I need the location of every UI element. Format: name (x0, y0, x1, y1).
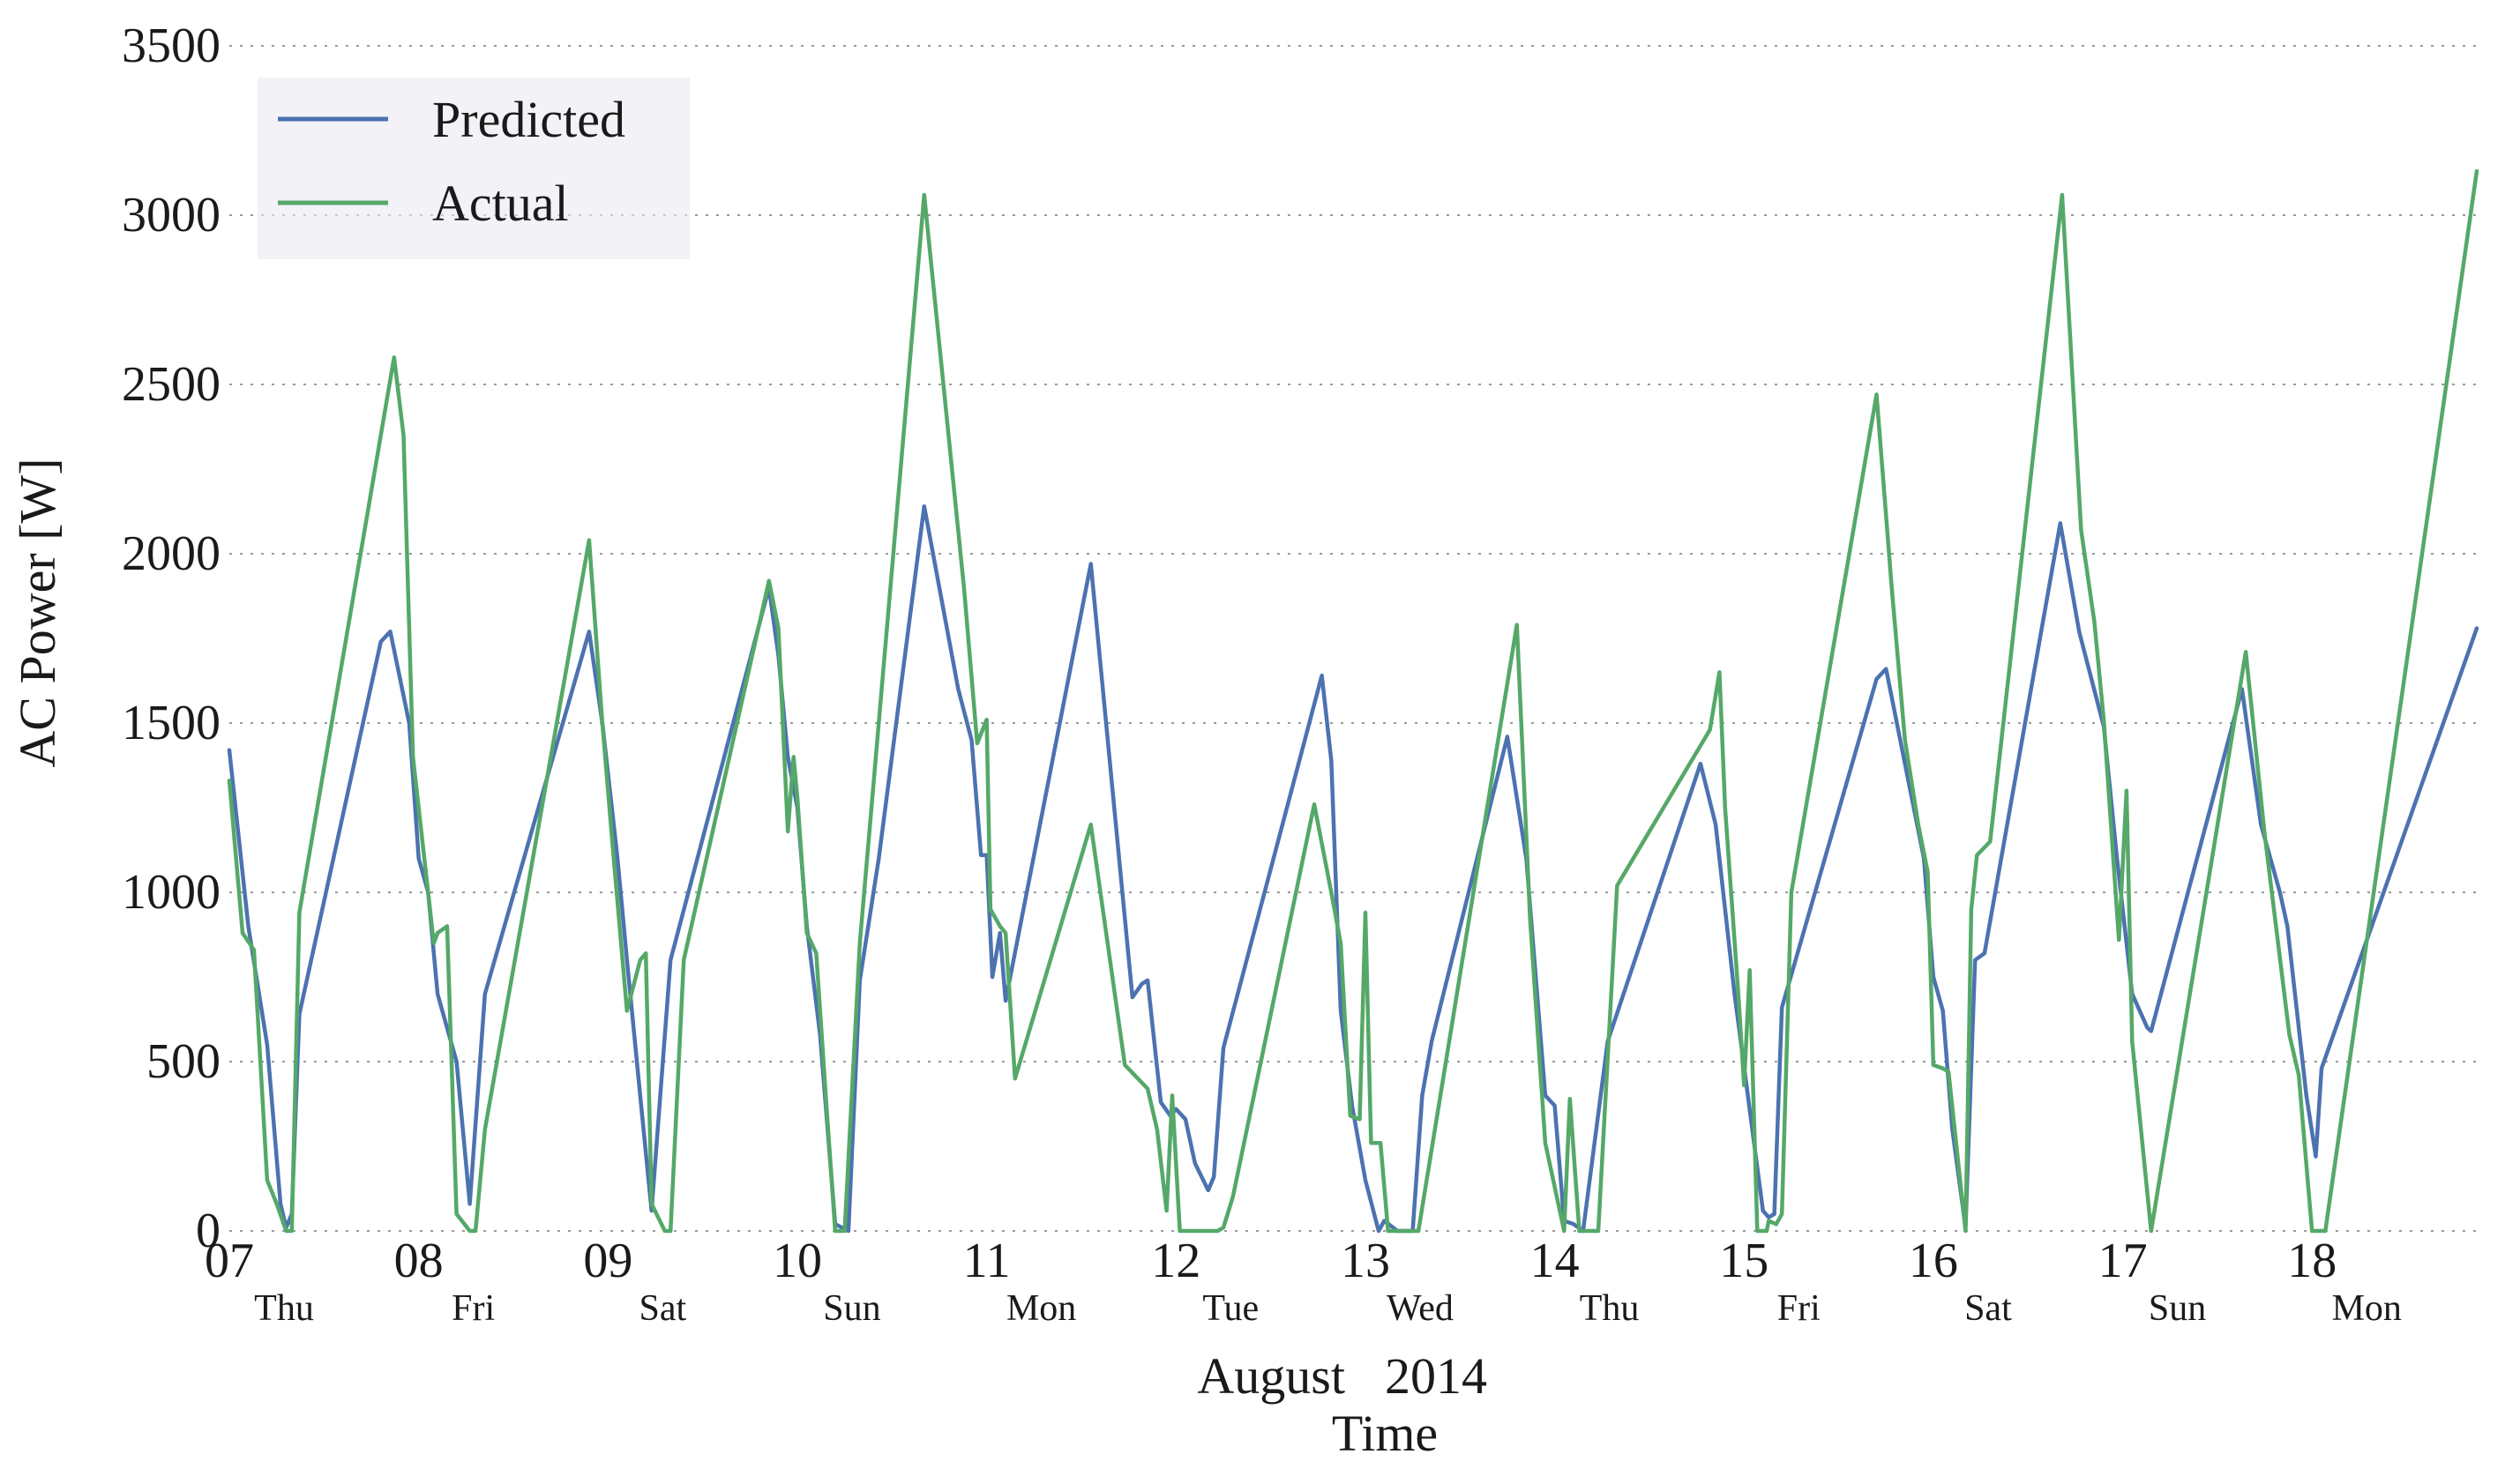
x-axis-ticks: 07Thu08Fri09Sat10Sun11Mon12Tue13Wed14Thu… (205, 1234, 2402, 1329)
y-axis-label: AC Power [W] (9, 458, 66, 767)
y-tick-label-0: 0 (196, 1204, 221, 1258)
y-tick-label-1000: 1000 (122, 865, 221, 920)
x-axis-year-label: 2014 (1385, 1347, 1487, 1405)
series-line-actual (227, 168, 2479, 1234)
x-tick-weekday-11: Mon (1006, 1288, 1076, 1329)
y-tick-label-3500: 3500 (122, 19, 221, 73)
legend-entry-predicted: Predicted (432, 91, 625, 148)
x-tick-day-12: 12 (1151, 1234, 1200, 1288)
x-axis-month-label: August (1197, 1347, 1345, 1405)
x-axis-label: Time (1332, 1405, 1438, 1462)
x-tick-weekday-16: Sat (1964, 1288, 2012, 1329)
x-tick-day-10: 10 (773, 1234, 822, 1288)
legend-box (258, 78, 690, 259)
y-axis-ticks: 0 500 1000 1500 2000 2500 3000 3500 (122, 19, 221, 1258)
x-tick-day-13: 13 (1341, 1234, 1390, 1288)
x-tick-weekday-15: Fri (1777, 1288, 1821, 1329)
legend-entry-actual: Actual (432, 175, 569, 232)
x-tick-day-07: 07 (205, 1234, 254, 1288)
x-tick-day-09: 09 (583, 1234, 632, 1288)
y-tick-label-2000: 2000 (122, 526, 221, 581)
x-tick-day-18: 18 (2287, 1234, 2337, 1288)
x-tick-weekday-14: Thu (1580, 1288, 1640, 1329)
y-tick-label-1500: 1500 (122, 696, 221, 750)
x-tick-weekday-09: Sat (639, 1288, 686, 1329)
x-tick-day-08: 08 (394, 1234, 444, 1288)
x-tick-weekday-08: Fri (452, 1288, 495, 1329)
x-tick-day-17: 17 (2098, 1234, 2148, 1288)
x-tick-day-14: 14 (1530, 1234, 1580, 1288)
x-tick-weekday-10: Sun (823, 1288, 880, 1329)
x-tick-weekday-12: Tue (1202, 1288, 1259, 1329)
series-lines (227, 168, 2479, 1234)
gridlines (229, 45, 2477, 1232)
x-tick-day-15: 15 (1719, 1234, 1768, 1288)
y-tick-label-3000: 3000 (122, 188, 221, 242)
x-tick-weekday-07: Thu (254, 1288, 314, 1329)
x-tick-day-16: 16 (1909, 1234, 1958, 1288)
x-tick-weekday-17: Sun (2149, 1288, 2206, 1329)
series-line-predicted (227, 503, 2479, 1234)
y-tick-label-2500: 2500 (122, 357, 221, 412)
x-tick-day-11: 11 (963, 1234, 1011, 1288)
x-tick-weekday-18: Mon (2332, 1288, 2402, 1329)
y-tick-label-500: 500 (146, 1034, 221, 1089)
x-tick-weekday-13: Wed (1387, 1288, 1454, 1329)
legend: Predicted Actual (258, 78, 690, 259)
